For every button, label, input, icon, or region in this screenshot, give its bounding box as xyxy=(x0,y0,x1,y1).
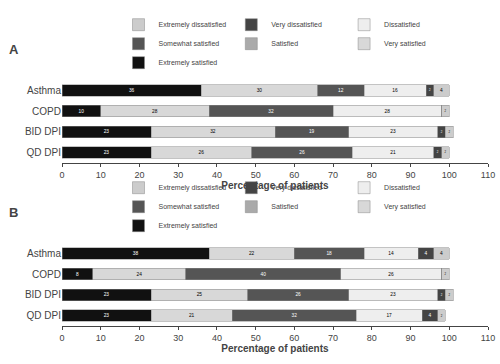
svg-text:BID DPI: BID DPI xyxy=(25,289,61,300)
svg-text:COPD: COPD xyxy=(32,106,61,117)
svg-text:Very satisfied: Very satisfied xyxy=(384,40,426,48)
svg-text:26: 26 xyxy=(299,150,305,155)
svg-text:21: 21 xyxy=(390,150,396,155)
svg-text:2: 2 xyxy=(445,109,447,113)
svg-text:Asthma: Asthma xyxy=(27,85,61,96)
svg-text:0: 0 xyxy=(59,170,64,180)
svg-text:23: 23 xyxy=(104,129,110,134)
svg-text:22: 22 xyxy=(249,251,255,256)
svg-text:Percentage of patients: Percentage of patients xyxy=(221,180,329,191)
svg-text:Somewhat satisfied: Somewhat satisfied xyxy=(159,203,220,210)
svg-text:100: 100 xyxy=(442,170,457,180)
svg-text:28: 28 xyxy=(152,109,158,114)
svg-text:21: 21 xyxy=(189,313,195,318)
svg-text:26: 26 xyxy=(199,150,205,155)
svg-text:38: 38 xyxy=(133,251,139,256)
svg-text:2: 2 xyxy=(441,293,443,297)
svg-text:70: 70 xyxy=(328,333,338,343)
svg-text:26: 26 xyxy=(388,272,394,277)
svg-text:Dissatisfied: Dissatisfied xyxy=(384,184,420,191)
svg-text:50: 50 xyxy=(251,170,261,180)
svg-text:BID DPI: BID DPI xyxy=(25,126,61,137)
svg-text:110: 110 xyxy=(481,333,495,343)
svg-text:90: 90 xyxy=(406,333,416,343)
svg-text:25: 25 xyxy=(197,292,203,297)
svg-text:110: 110 xyxy=(481,170,495,180)
svg-text:2: 2 xyxy=(445,272,447,276)
svg-text:4: 4 xyxy=(425,251,428,256)
svg-text:Very satisfied: Very satisfied xyxy=(384,203,426,211)
svg-text:40: 40 xyxy=(212,333,222,343)
svg-text:40: 40 xyxy=(261,272,267,277)
svg-text:2: 2 xyxy=(429,88,431,92)
svg-text:A: A xyxy=(9,42,19,57)
svg-text:12: 12 xyxy=(338,88,344,93)
svg-text:Extremely dissatisfied: Extremely dissatisfied xyxy=(159,21,227,29)
svg-text:80: 80 xyxy=(367,170,377,180)
svg-text:16: 16 xyxy=(392,88,398,93)
svg-text:100: 100 xyxy=(442,333,457,343)
svg-text:2: 2 xyxy=(441,314,443,318)
svg-text:Satisfied: Satisfied xyxy=(271,40,298,47)
svg-text:10: 10 xyxy=(79,109,85,114)
svg-text:2: 2 xyxy=(448,130,450,134)
svg-text:Somewhat satisfied: Somewhat satisfied xyxy=(159,40,220,47)
svg-text:17: 17 xyxy=(386,313,392,318)
svg-text:4: 4 xyxy=(440,251,443,256)
svg-text:30: 30 xyxy=(173,170,183,180)
svg-text:70: 70 xyxy=(328,170,338,180)
svg-text:18: 18 xyxy=(326,251,332,256)
svg-text:Percentage of patients: Percentage of patients xyxy=(221,343,329,354)
svg-text:2: 2 xyxy=(448,293,450,297)
svg-text:Extremely dissatisfied: Extremely dissatisfied xyxy=(159,184,227,192)
svg-text:QD DPI: QD DPI xyxy=(27,310,61,321)
svg-text:10: 10 xyxy=(96,170,106,180)
svg-text:60: 60 xyxy=(289,170,299,180)
svg-text:32: 32 xyxy=(268,109,274,114)
svg-text:2: 2 xyxy=(445,150,447,154)
svg-text:40: 40 xyxy=(212,170,222,180)
svg-text:50: 50 xyxy=(251,333,261,343)
svg-text:36: 36 xyxy=(129,88,135,93)
svg-text:10: 10 xyxy=(96,333,106,343)
svg-text:0: 0 xyxy=(59,333,64,343)
svg-text:32: 32 xyxy=(292,313,298,318)
svg-text:QD DPI: QD DPI xyxy=(27,147,61,158)
svg-text:Very dissatisfied: Very dissatisfied xyxy=(271,184,322,192)
svg-text:30: 30 xyxy=(173,333,183,343)
svg-text:Satisfied: Satisfied xyxy=(271,203,298,210)
svg-text:14: 14 xyxy=(388,251,394,256)
svg-text:Extremely satisfied: Extremely satisfied xyxy=(159,59,218,67)
svg-text:90: 90 xyxy=(406,170,416,180)
svg-text:32: 32 xyxy=(210,129,216,134)
svg-text:23: 23 xyxy=(390,292,396,297)
svg-text:4: 4 xyxy=(440,88,443,93)
svg-text:24: 24 xyxy=(137,272,143,277)
svg-text:30: 30 xyxy=(257,88,263,93)
svg-text:B: B xyxy=(9,205,18,220)
svg-text:20: 20 xyxy=(134,170,144,180)
svg-text:23: 23 xyxy=(104,150,110,155)
svg-text:19: 19 xyxy=(309,129,315,134)
svg-text:23: 23 xyxy=(390,129,396,134)
svg-text:20: 20 xyxy=(134,333,144,343)
svg-text:2: 2 xyxy=(441,130,443,134)
svg-text:80: 80 xyxy=(367,333,377,343)
svg-text:60: 60 xyxy=(289,333,299,343)
svg-text:Dissatisfied: Dissatisfied xyxy=(384,21,420,28)
svg-text:4: 4 xyxy=(428,313,431,318)
svg-text:26: 26 xyxy=(295,292,301,297)
svg-text:Asthma: Asthma xyxy=(27,248,61,259)
svg-text:23: 23 xyxy=(104,313,110,318)
svg-text:8: 8 xyxy=(76,272,79,277)
svg-text:Extremely satisfied: Extremely satisfied xyxy=(159,222,218,230)
svg-text:Very dissatisfied: Very dissatisfied xyxy=(271,21,322,29)
svg-text:28: 28 xyxy=(384,109,390,114)
svg-text:COPD: COPD xyxy=(32,269,61,280)
svg-text:23: 23 xyxy=(104,292,110,297)
svg-text:2: 2 xyxy=(437,150,439,154)
